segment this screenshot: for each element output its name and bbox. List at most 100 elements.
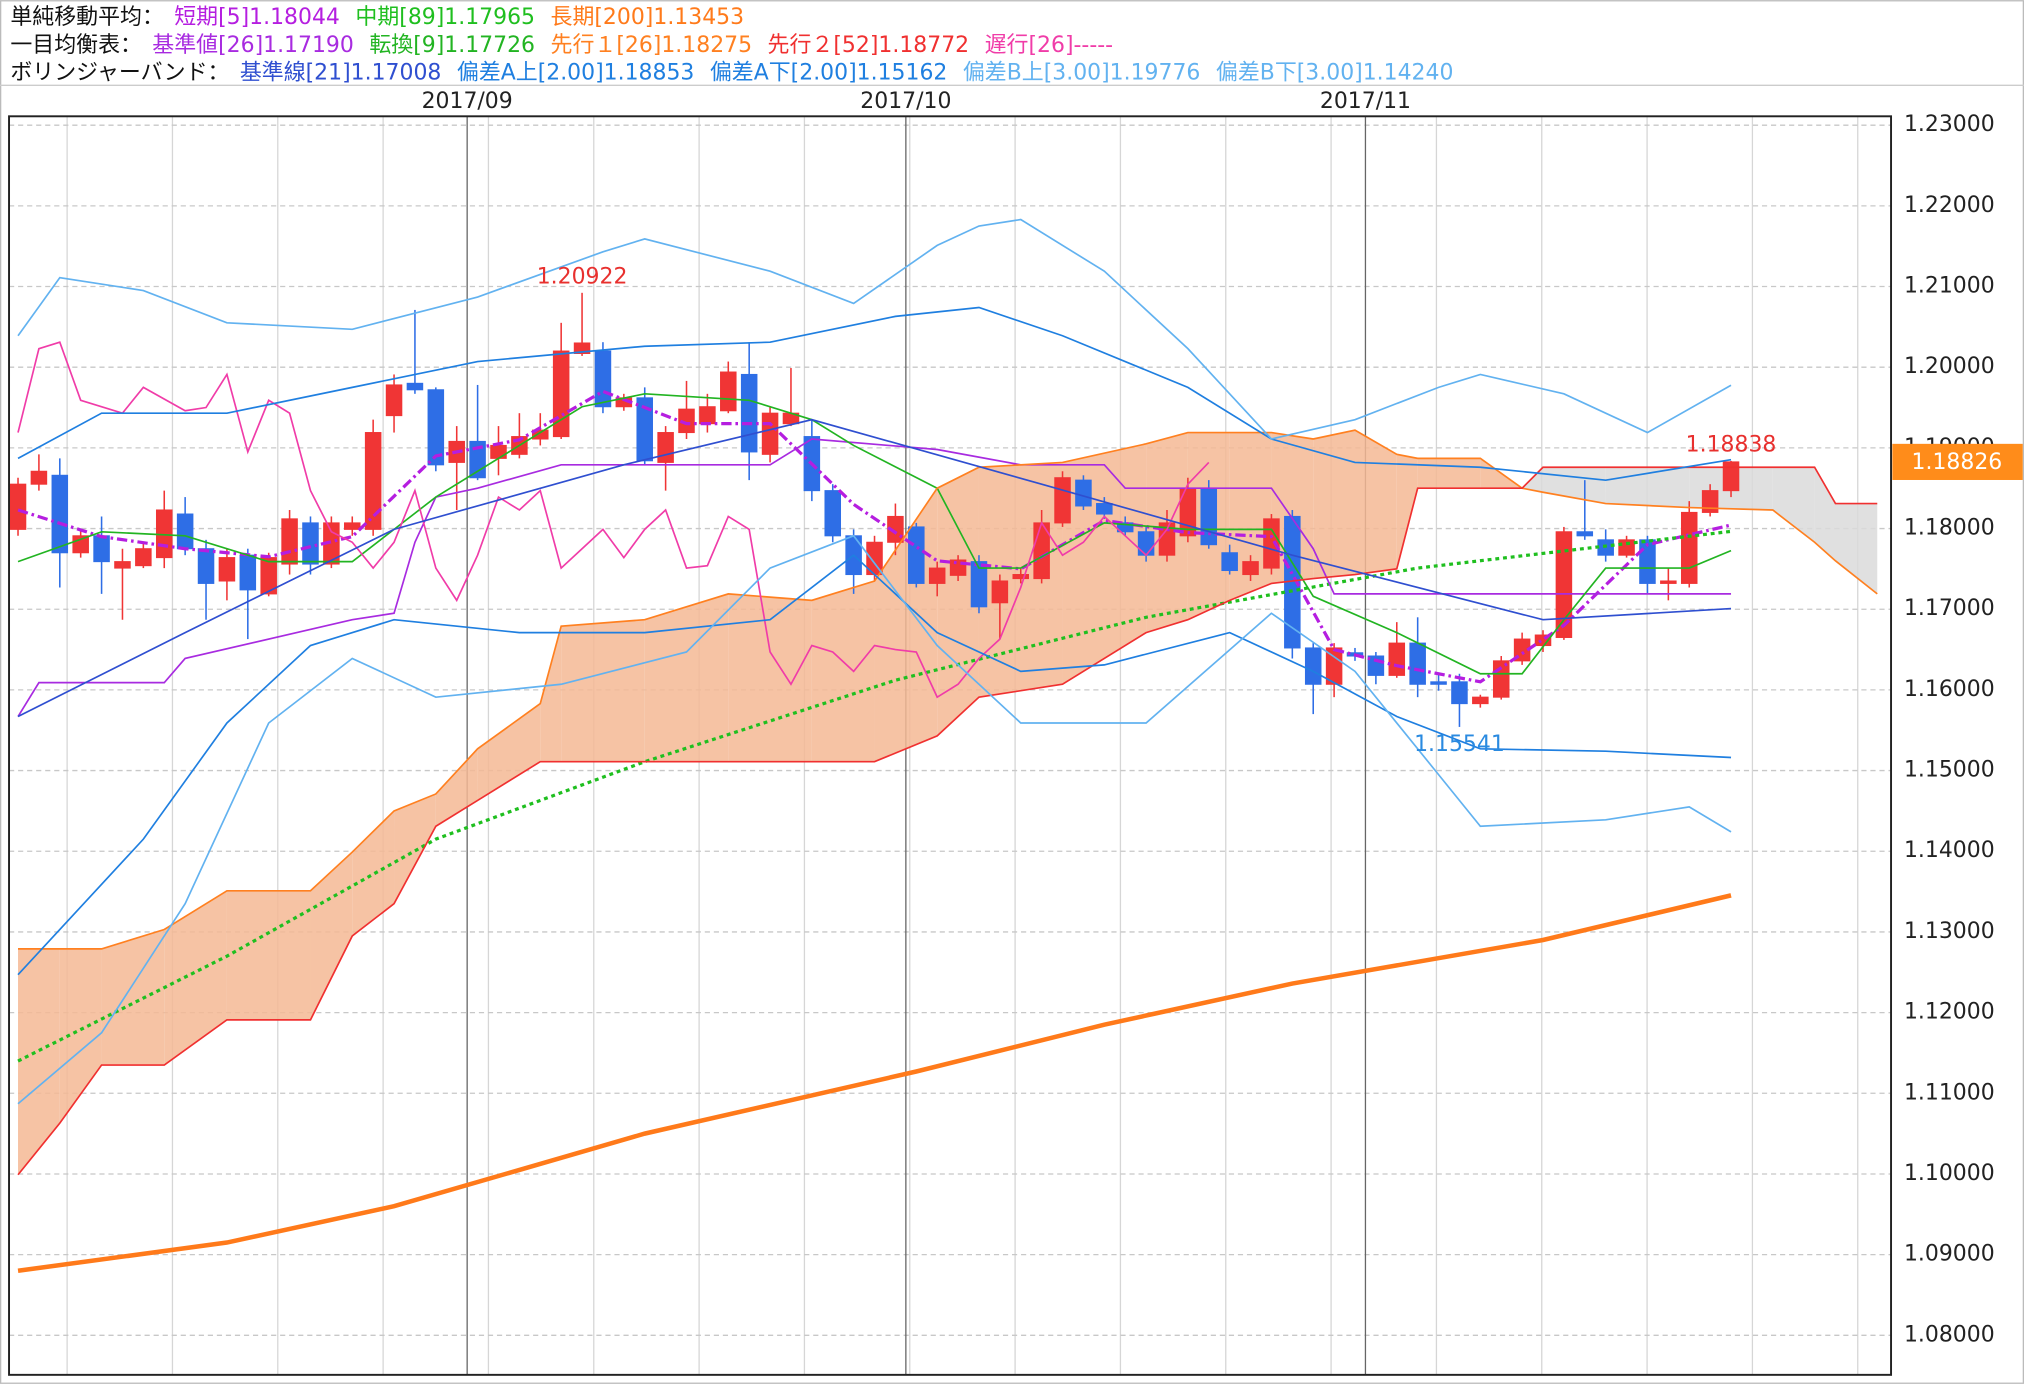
cloud-segment [561,619,645,762]
candle-body [573,342,591,354]
candle-body [928,567,946,584]
y-tick-label: 1.20000 [1904,354,1995,379]
price-annotation: 1.18838 [1686,432,1777,457]
candle-body [218,557,236,582]
legend-entry: 中期[89]1.17965 [355,5,535,30]
candle-body [239,554,257,591]
candle-body [740,373,758,453]
candle-body [1409,642,1426,685]
y-tick-label: 1.09000 [1904,1242,1995,1267]
y-tick-label: 1.22000 [1904,193,1995,218]
candle-body [761,412,779,455]
y-tick-label: 1.21000 [1904,274,1995,299]
candle-body [1722,461,1740,492]
y-tick-label: 1.23000 [1904,112,1995,137]
x-tick-label: 2017/09 [422,89,513,114]
candle-body [281,518,298,565]
candle-body [176,513,194,550]
cloud-segment [1229,432,1272,601]
indicator-line [17,466,1878,1176]
indicator-line [17,529,1732,1063]
indicator-line [17,418,1732,718]
indicator-line [17,218,1732,440]
cloud-segment [1313,430,1355,579]
legend-entry: 偏差A下[2.00]1.15162 [710,61,947,86]
cloud-segment [540,626,562,762]
indicator-line [17,341,1210,699]
cloud-segment [164,890,227,1066]
y-tick-label: 1.14000 [1904,838,1995,863]
candle-body [908,526,925,584]
candle-body [636,397,653,462]
candle-body [678,408,695,434]
candle-body [344,522,361,530]
cloud-segment [1772,467,1815,543]
candle-body [1096,503,1113,515]
y-tick-label: 1.11000 [1904,1080,1995,1105]
price-annotation: 1.20922 [537,264,628,289]
candle-body [887,515,904,543]
candle-body [114,561,131,569]
cloud-segment [644,593,729,762]
cloud-segment [101,929,165,1066]
y-tick-label: 1.15000 [1904,758,1995,783]
labels: 単純移動平均： 短期[5]1.18044 中期[89]1.17965 長期[200]1… [10,5,2023,1347]
candle-body [427,389,445,466]
candle-body [135,548,152,567]
candle-body [1472,696,1489,705]
price-annotation: 1.15541 [1414,732,1505,757]
x-tick-label: 2017/11 [1320,89,1411,114]
candle-body [1618,539,1635,556]
candle-body [1388,642,1406,676]
candle-body [1325,647,1343,685]
candle-body [1137,531,1155,556]
candle-body [1304,647,1322,685]
indicator-line [17,534,1732,1105]
candle-body [1701,490,1719,513]
legend-entry: 転換[9]1.17726 [369,33,535,58]
candle-body [1576,531,1594,537]
candle-body [1242,561,1259,576]
plot-border [8,115,1893,1376]
cloud-segment [1417,458,1481,489]
candle-body [364,432,382,530]
legend-entry: 短期[5]1.18044 [174,5,340,30]
legend-group-title: ボリンジャーバンド： [10,61,229,86]
candle-body [657,432,674,463]
last-price-label: 1.18826 [1912,450,2003,475]
candle-body [1680,511,1698,584]
lines [17,218,1878,1274]
candle-body [30,470,48,485]
y-tick-label: 1.13000 [1904,919,1995,944]
cloud-segment [394,793,436,904]
cloud-segment [310,852,353,1020]
candle-body [532,429,549,440]
y-tick-label: 1.18000 [1904,516,1995,541]
cloud-segment [1814,467,1836,561]
candle-body [594,350,612,408]
legend-entry: 基準線[21]1.17008 [240,61,442,86]
y-tick-label: 1.10000 [1904,1161,1995,1186]
candle-body [302,522,319,565]
cloud-segment [1835,503,1878,594]
cloud-segment [728,593,812,762]
cloud-segment [477,703,541,801]
candle-body [699,406,716,425]
legend-entry: 先行１[26]1.18275 [551,33,753,58]
legend-group-title: 一目均衡表： [10,33,142,58]
candle-body [1660,580,1677,584]
candle-body [970,561,988,608]
indicator-line [17,554,1732,976]
legend-entry: 偏差B下[3.00]1.14240 [1216,61,1454,86]
candle-body [1200,487,1218,546]
candle-body [385,384,403,417]
legend-entry: 偏差B上[3.00]1.19776 [963,61,1201,86]
legend-entry: 基準値[26]1.17190 [152,33,354,58]
x-tick-label: 2017/10 [860,89,951,114]
candle-body [1639,539,1656,584]
cloud-segment [1396,454,1418,569]
cloud-segment [811,580,875,762]
y-tick-label: 1.17000 [1904,596,1995,621]
candle-body [197,548,215,584]
